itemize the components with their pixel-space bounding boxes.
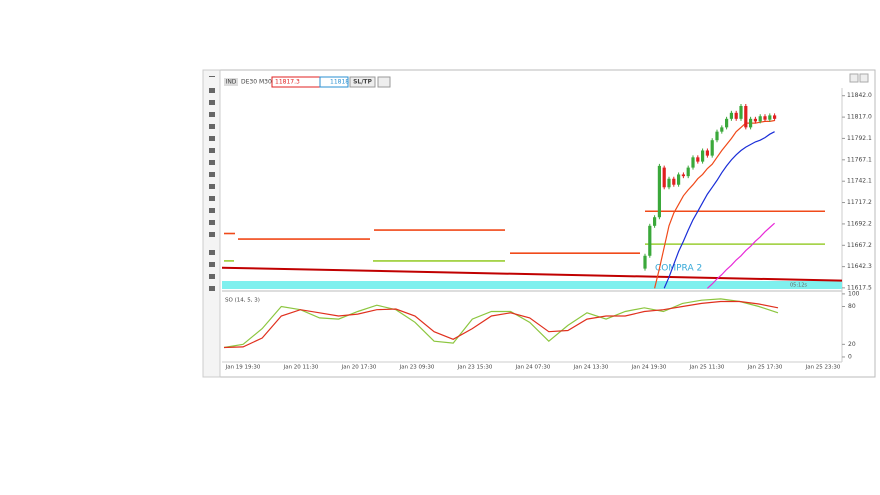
oscillator-title: SO (14, 5, 3): [225, 298, 260, 304]
tool-icon[interactable]: [209, 208, 215, 213]
window-button[interactable]: [849, 73, 859, 83]
y-tick-label: 11667.2: [847, 242, 872, 249]
x-tick-label: Jan 24 07:30: [515, 365, 551, 371]
tool-icon[interactable]: [209, 160, 215, 165]
osc-tick-label: 100: [848, 290, 860, 297]
x-tick-label: Jan 24 19:30: [631, 365, 667, 371]
x-tick-label: Jan 25 17:30: [747, 365, 783, 371]
y-tick-label: 11617.5: [847, 284, 872, 291]
sell-price[interactable]: 11817.3: [275, 79, 300, 86]
candle: [758, 116, 762, 122]
tool-icon[interactable]: [209, 220, 215, 225]
candle: [753, 118, 757, 122]
tool-icon[interactable]: [209, 124, 215, 129]
symbol-badge: IND: [226, 79, 237, 86]
candle: [681, 174, 685, 177]
tool-icon[interactable]: [209, 100, 215, 105]
y-tick-label: 11767.1: [847, 156, 872, 163]
y-tick-label: 11742.1: [847, 178, 872, 185]
tool-icon[interactable]: [209, 232, 215, 237]
tool-icon[interactable]: [209, 286, 215, 291]
candle: [773, 115, 777, 119]
timer: 05:12s: [790, 283, 807, 289]
candle: [705, 150, 709, 156]
candle: [677, 174, 681, 185]
candle: [657, 165, 661, 218]
indicator-button[interactable]: [377, 76, 391, 88]
sltp-button[interactable]: [349, 76, 376, 88]
zone-band: [222, 281, 842, 289]
x-tick-label: Jan 24 13:30: [573, 365, 609, 371]
y-tick-label: 11692.2: [847, 220, 872, 227]
candle: [653, 217, 657, 226]
tool-icons: [209, 76, 215, 291]
tool-icon[interactable]: [209, 172, 215, 177]
sltp-label[interactable]: SL/TP: [353, 79, 372, 86]
badge: [224, 78, 238, 86]
y-tick-label: 11717.2: [847, 199, 872, 206]
x-tick-label: Jan 25 11:30: [689, 365, 725, 371]
candle: [686, 167, 690, 177]
osc-tick-label: 80: [848, 303, 856, 310]
candle: [768, 115, 772, 120]
candle: [648, 225, 652, 256]
y-tick-label: 11842.0: [847, 92, 872, 99]
oscillator-line: [223, 298, 779, 349]
candle: [672, 178, 676, 185]
tool-icon[interactable]: [209, 262, 215, 267]
candle: [701, 150, 705, 162]
candle: [691, 157, 695, 168]
osc-tick-label: 20: [848, 341, 856, 348]
indicator-line: [706, 222, 776, 289]
candle: [763, 116, 767, 120]
x-tick-label: Jan 20 11:30: [283, 365, 319, 371]
x-tick-label: Jan 23 15:30: [457, 365, 493, 371]
trendline: [221, 266, 843, 282]
tool-icon[interactable]: [209, 136, 215, 141]
window-button[interactable]: [859, 73, 869, 83]
symbol: DE30 M30: [241, 79, 272, 86]
annotation: COMPRA 2: [655, 264, 702, 274]
y-tick-label: 11817.0: [847, 114, 872, 121]
buy-price[interactable]: 11818.4: [330, 79, 355, 86]
tool-icon[interactable]: [209, 274, 215, 279]
indicator-line: [654, 119, 775, 289]
candle: [662, 167, 666, 188]
y-tick-label: 11642.3: [847, 263, 872, 270]
candle: [725, 118, 729, 128]
tool-icon[interactable]: [209, 250, 215, 255]
x-tick-label: Jan 20 17:30: [341, 365, 377, 371]
x-tick-label: Jan 25 23:30: [805, 365, 841, 371]
candle: [715, 131, 719, 141]
candle: [696, 157, 700, 162]
tool-icon[interactable]: [209, 76, 215, 77]
tool-icon[interactable]: [209, 88, 215, 93]
candle: [720, 127, 724, 132]
tool-icon[interactable]: [209, 196, 215, 201]
buy-box[interactable]: [319, 76, 349, 88]
x-tick-label: Jan 19 19:30: [225, 365, 261, 371]
candle: [744, 105, 748, 128]
candle: [734, 112, 738, 119]
indicator-line: [663, 131, 775, 289]
tool-icon[interactable]: [209, 112, 215, 117]
candle: [729, 112, 733, 119]
candle: [667, 178, 671, 188]
tool-icon[interactable]: [209, 184, 215, 189]
oscillator-line: [223, 300, 779, 349]
x-tick-label: Jan 23 09:30: [399, 365, 435, 371]
y-tick-label: 11792.1: [847, 135, 872, 142]
candle: [739, 105, 743, 119]
candle: [643, 255, 647, 269]
candle: [749, 118, 753, 128]
osc-tick-label: 0: [848, 353, 852, 360]
tool-icon[interactable]: [209, 148, 215, 153]
candle: [710, 140, 714, 156]
